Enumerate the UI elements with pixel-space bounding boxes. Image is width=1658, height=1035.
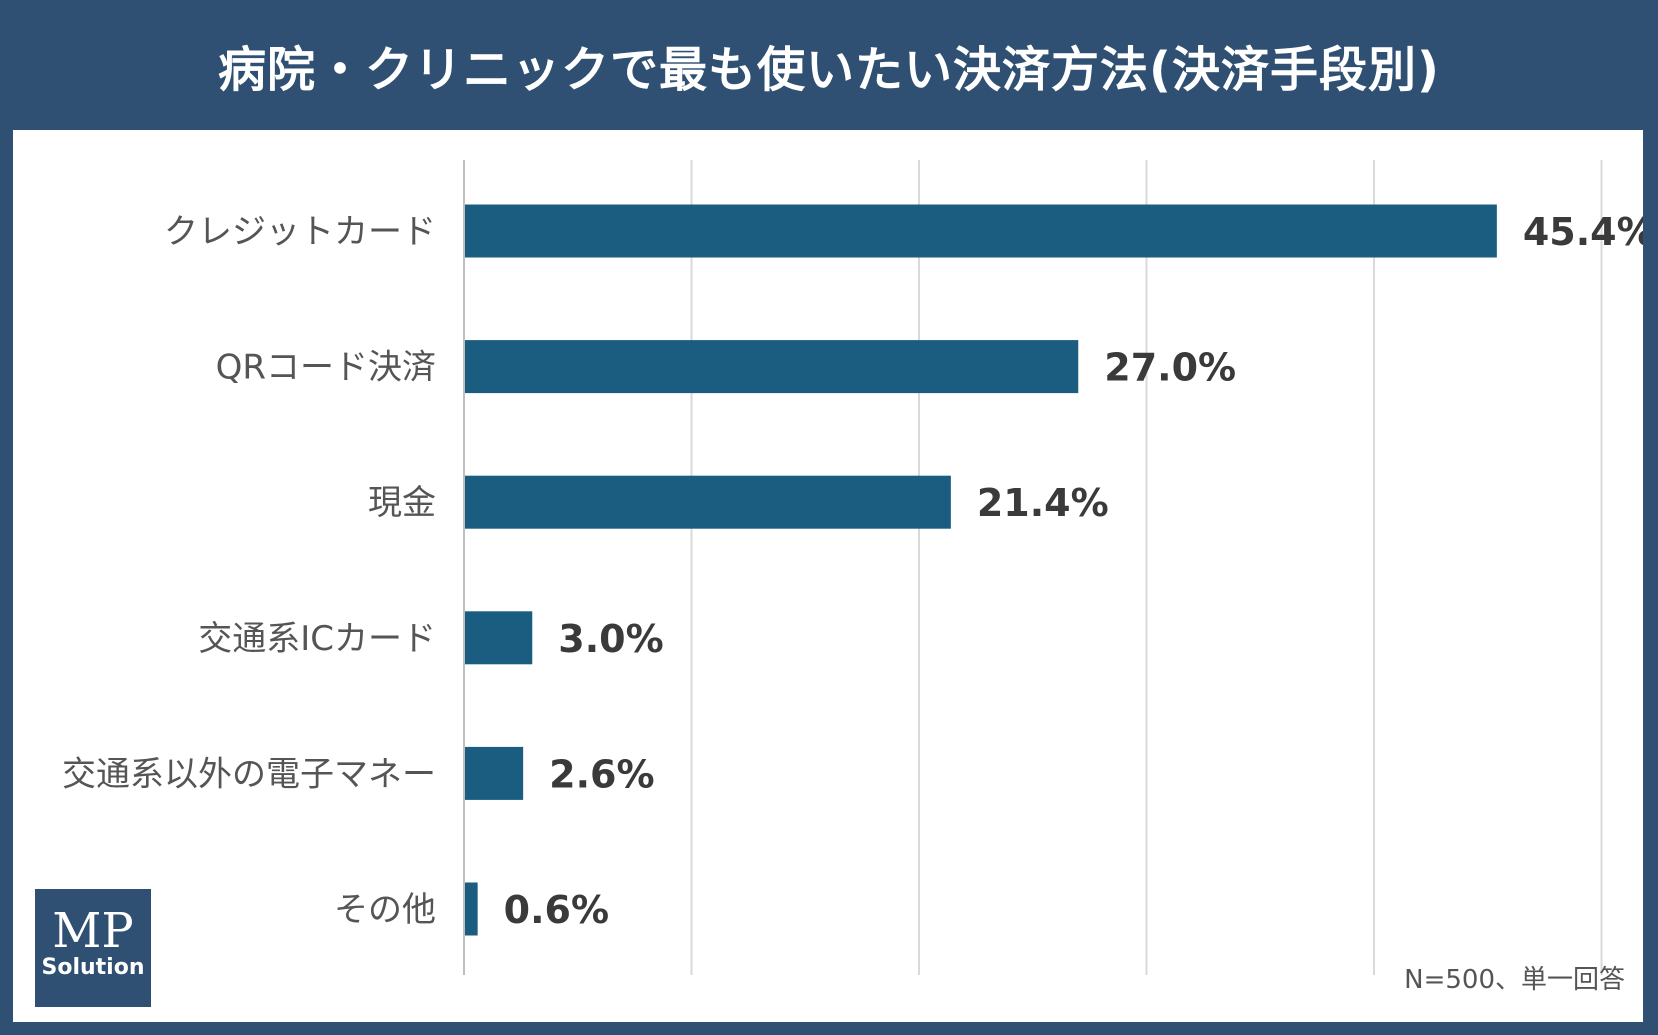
category-label: 交通系以外の電子マネー <box>62 754 436 794</box>
bar <box>464 882 478 936</box>
bar <box>464 746 524 800</box>
category-label: 現金 <box>368 483 436 523</box>
sample-note: N=500、単一回答 <box>1404 965 1625 995</box>
mp-solution-logo: MP Solution <box>35 889 151 1007</box>
bar <box>464 475 951 529</box>
logo-text-solution: Solution <box>41 955 145 980</box>
value-label: 45.4% <box>1523 210 1643 254</box>
category-label: QRコード決済 <box>216 348 436 388</box>
bar <box>464 204 1497 258</box>
value-label: 0.6% <box>504 888 609 932</box>
bar <box>464 340 1079 394</box>
category-label: クレジットカード <box>164 212 436 252</box>
bar <box>464 611 533 665</box>
category-label: その他 <box>334 890 436 930</box>
bar-chart: クレジットカード 45.4% QRコード決済 27.0% 現金 21.4% 交通系ICカード… <box>62 160 1643 975</box>
chart-panel: クレジットカード 45.4% QRコード決済 27.0% 現金 21.4% 交通系ICカード… <box>13 130 1643 1022</box>
chart-title: 病院・クリニックで最も使いたい決済方法(決済手段別) <box>218 42 1440 98</box>
value-label: 3.0% <box>558 617 663 661</box>
value-label: 2.6% <box>549 752 654 796</box>
value-label: 21.4% <box>977 481 1109 525</box>
logo-text-mp: MP <box>52 903 134 959</box>
value-label: 27.0% <box>1104 346 1236 390</box>
category-label: 交通系ICカード <box>198 619 436 659</box>
